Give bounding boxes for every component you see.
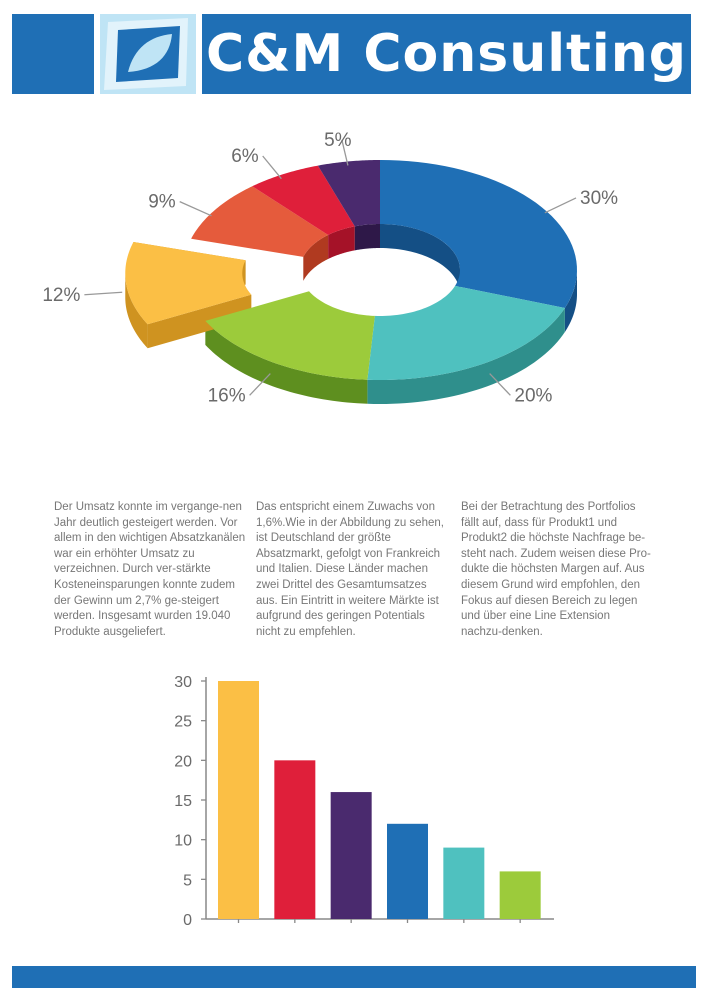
y-tick-label-2: 10 — [174, 833, 192, 850]
y-tick-label-5: 25 — [174, 714, 192, 731]
donut-leader-3 — [84, 291, 123, 296]
donut-slice-inner-5-1 — [328, 226, 355, 259]
bar-3 — [387, 823, 428, 919]
donut-label-3: 12% — [42, 285, 80, 306]
donut-label-2: 16% — [208, 385, 246, 406]
paragraph-3: Bei der Betrachtung des Portfolios fällt… — [461, 501, 651, 638]
y-tick-label-3: 15 — [174, 793, 192, 810]
y-tick-label-1: 5 — [183, 872, 192, 889]
donut-slice-side-2 — [205, 320, 368, 404]
donut-slice-side-3 — [125, 273, 148, 349]
donut-leader-4 — [179, 201, 212, 217]
y-tick-label-6: 30 — [174, 674, 192, 691]
donut-leader-5 — [262, 155, 282, 180]
donut-slice-2 — [205, 291, 375, 380]
header-left-block — [12, 14, 94, 94]
bar-4 — [443, 847, 485, 919]
donut-slice-inner-6-1 — [354, 224, 380, 251]
donut-slice-5 — [252, 165, 355, 235]
donut-slice-6 — [317, 160, 380, 227]
donut-slice-side-1 — [367, 307, 565, 404]
donut-slice-3 — [125, 242, 252, 325]
paragraph-1: Der Umsatz konnte im vergange-nen Jahr d… — [54, 501, 246, 638]
bar-2 — [330, 792, 372, 919]
brand-title: C&M Consulting — [206, 24, 687, 84]
donut-label-4: 9% — [148, 192, 176, 213]
donut-leader-0 — [544, 197, 577, 214]
donut-slice-cut-3-0 — [147, 294, 252, 349]
donut-chart: 30% 20% 16% 12% 9% 6% 5% — [42, 130, 618, 407]
donut-leader-1 — [489, 373, 511, 396]
donut-slice-1 — [367, 285, 565, 380]
y-tick-label-0: 0 — [183, 912, 192, 929]
donut-leader-2 — [249, 373, 271, 396]
donut-leader-6 — [341, 139, 349, 166]
company-logo — [100, 14, 196, 94]
donut-label-5: 6% — [231, 146, 259, 167]
y-tick-label-4: 20 — [174, 753, 192, 770]
paragraph-2: Das entspricht einem Zuwachs von 1,6%.Wi… — [256, 501, 444, 638]
donut-slice-0 — [380, 160, 577, 308]
donut-slice-inner-0-0 — [380, 224, 460, 294]
donut-slice-side-0 — [564, 270, 577, 332]
footer-bar — [12, 966, 696, 988]
donut-slice-4 — [191, 186, 329, 257]
bar-1 — [274, 760, 316, 919]
donut-label-6: 5% — [324, 130, 352, 151]
donut-label-0: 30% — [580, 188, 618, 209]
bar-5 — [499, 871, 541, 919]
bar-0 — [218, 681, 259, 919]
header-banner: C&M Consulting — [202, 14, 691, 94]
logo-leaf-icon — [104, 18, 188, 90]
donut-label-1: 20% — [514, 385, 552, 406]
bar-chart: 0 5 10 15 20 25 30 — [174, 674, 554, 929]
donut-slice-inner-4-1 — [303, 234, 329, 281]
